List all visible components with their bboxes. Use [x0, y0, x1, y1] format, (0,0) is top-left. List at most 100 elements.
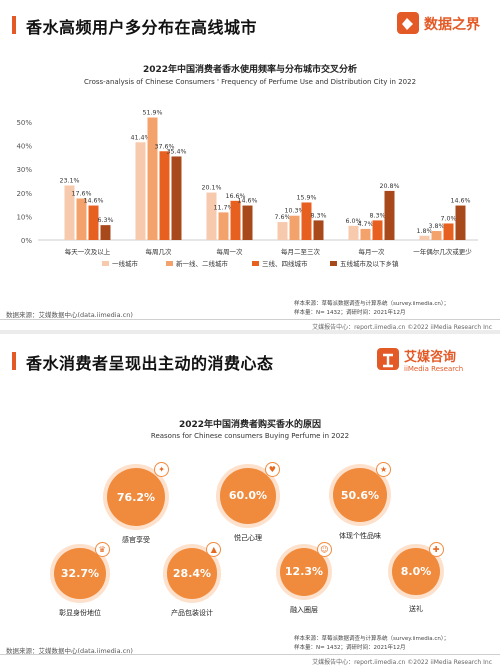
bar-value-label: 17.6% [71, 190, 91, 197]
bar-value-label: 8.3% [311, 212, 327, 219]
reason-label: 感官享受 [122, 536, 150, 545]
reason-item: 32.7% ♛ 彰显身份地位 [40, 542, 120, 618]
reason-item: 28.4% ▲ 产品包装设计 [152, 542, 232, 618]
x-category-label: 每周一次 [217, 247, 244, 256]
iimedia-logo-icon: 艾媒咨询 iiMedia Research [377, 348, 463, 373]
section-accent-bar [12, 16, 16, 34]
bar-value-label: 11.7% [213, 204, 233, 211]
x-category-label: 每月一次 [359, 247, 386, 256]
reason-item: 12.3% ☺ 融入圈层 [264, 542, 344, 615]
sample-note-1: 样本来源：草莓派数据调查与计算系统（survey.iimedia.cn）； [294, 636, 450, 642]
footer-source: 数据来源：艾媒数据中心(data.iimedia.cn) [6, 311, 133, 319]
bar-chart: 0%10%20%30%40%50%23.1%17.6%14.6%6.3%每天一次… [16, 110, 478, 268]
bar-value-label: 35.4% [166, 148, 186, 155]
bar [443, 223, 454, 240]
reason-bubble: 8.0% ✚ [392, 542, 444, 596]
chart-title: 2022年中国消费者香水使用频率与分布城市交叉分析 [142, 65, 358, 75]
footer-report-text: 艾媒报告中心：report.iimedia.cn ©2022 iiMedia R… [312, 324, 492, 331]
bar-value-label: 20.8% [379, 183, 399, 190]
legend-label: 新一线、二线城市 [176, 259, 229, 268]
logo-en-text: iiMedia Research [404, 365, 463, 373]
reason-bubble: 76.2% ✦ [106, 462, 170, 527]
reason-label: 彰显身份地位 [59, 609, 101, 618]
legend-label: 五线城市及以下乡镇 [340, 259, 399, 268]
bar-value-label: 10.3% [284, 208, 304, 215]
bar-value-label: 51.9% [142, 110, 162, 117]
bar [348, 225, 359, 240]
section-title: 香水高频用户多分布在高线城市 [26, 18, 258, 37]
bar [301, 202, 312, 240]
bar-value-label: 14.6% [237, 198, 257, 205]
bar-value-label: 6.3% [98, 217, 114, 224]
reason-value: 28.4% [172, 566, 212, 580]
bar [147, 117, 158, 240]
chart-subtitle: Reasons for Chinese consumers Buying Per… [150, 432, 350, 440]
section-accent-bar [12, 352, 16, 370]
reason-label: 产品包装设计 [171, 608, 213, 617]
bar-value-label: 37.6% [154, 143, 174, 150]
gift-icon: ✚ [428, 542, 444, 557]
sparkle-icon: ✦ [154, 462, 170, 477]
reason-value: 32.7% [60, 567, 100, 581]
sample-note-2: 样本量：N= 1432；调研时间：2021年12月 [294, 310, 406, 316]
bar-value-label: 20.1% [201, 185, 221, 192]
bar-value-label: 41.4% [130, 134, 150, 141]
footer-divider [0, 654, 500, 655]
reason-item: 60.0% ♥ 悦己心理 [208, 462, 288, 543]
legend-swatch [102, 261, 109, 266]
bar [431, 231, 442, 240]
reason-label: 融入圈层 [290, 605, 318, 614]
y-tick-label: 50% [16, 119, 32, 127]
bar [206, 192, 217, 240]
bar [313, 220, 324, 240]
reason-bubble: 28.4% ▲ [166, 542, 222, 599]
reason-bubble: 12.3% ☺ [280, 542, 332, 596]
reason-bubble: 32.7% ♛ [54, 542, 110, 600]
bar-value-label: 16.6% [225, 193, 245, 200]
panel-city-frequency: 香水高频用户多分布在高线城市 数据之界 2022年中国消费者香水使用频率与分布城… [0, 0, 500, 331]
crown-icon: ♛ [94, 542, 110, 557]
heart-icon: ♥ [264, 462, 280, 477]
sample-note-2: 样本量：N= 1432；调研时间：2021年12月 [294, 645, 406, 651]
reason-value: 60.0% [228, 489, 268, 503]
bar [76, 198, 87, 240]
people-icon: ☺ [316, 542, 332, 557]
bar-value-label: 7.0% [441, 215, 457, 222]
bar-value-label: 6.0% [346, 218, 362, 225]
x-category-label: 每月二至三次 [281, 247, 321, 256]
bar [242, 205, 253, 240]
bar [171, 156, 182, 240]
reason-item: 76.2% ✦ 感官享受 [96, 462, 176, 545]
brand-logo-text: 数据之界 [424, 16, 481, 33]
logo-cn-text: 艾媒咨询 [404, 349, 456, 365]
bar-value-label: 8.3% [370, 212, 386, 219]
bar [289, 215, 300, 240]
x-category-label: 每周几次 [146, 247, 173, 256]
reason-value: 12.3% [284, 565, 324, 579]
bar-value-label: 4.7% [358, 221, 374, 228]
footer-report-link[interactable]: 艾媒报告中心：report.iimedia.cn ©2022 iiMedia R… [312, 657, 492, 666]
bar [159, 151, 170, 240]
x-category-label: 每天一次及以上 [65, 247, 111, 256]
reason-value: 76.2% [116, 490, 156, 504]
x-category-label: 一年偶尔几次或更少 [413, 247, 472, 256]
reason-label: 悦己心理 [234, 533, 262, 542]
bar [218, 212, 229, 240]
y-tick-label: 10% [16, 213, 32, 221]
footer-report-text: 艾媒报告中心：report.iimedia.cn ©2022 iiMedia R… [312, 659, 492, 666]
bar [277, 222, 288, 240]
bar [372, 220, 383, 240]
brand-logo: 数据之界 [396, 10, 488, 40]
bottle-icon: ▲ [206, 542, 222, 557]
y-tick-label: 30% [16, 166, 32, 174]
y-tick-label: 40% [16, 143, 32, 151]
footer-source: 数据来源：艾媒数据中心(data.iimedia.cn) [6, 647, 133, 655]
y-tick-label: 0% [21, 237, 32, 245]
bar-value-label: 1.8% [417, 228, 433, 235]
bar [88, 205, 99, 240]
legend-swatch [330, 261, 337, 266]
brand-logo-icon: 数据之界 [397, 12, 481, 34]
reason-bubble: 50.6% ★ [332, 462, 392, 523]
legend-swatch [252, 261, 259, 266]
footer-report-link[interactable]: 艾媒报告中心：report.iimedia.cn ©2022 iiMedia R… [312, 322, 492, 331]
